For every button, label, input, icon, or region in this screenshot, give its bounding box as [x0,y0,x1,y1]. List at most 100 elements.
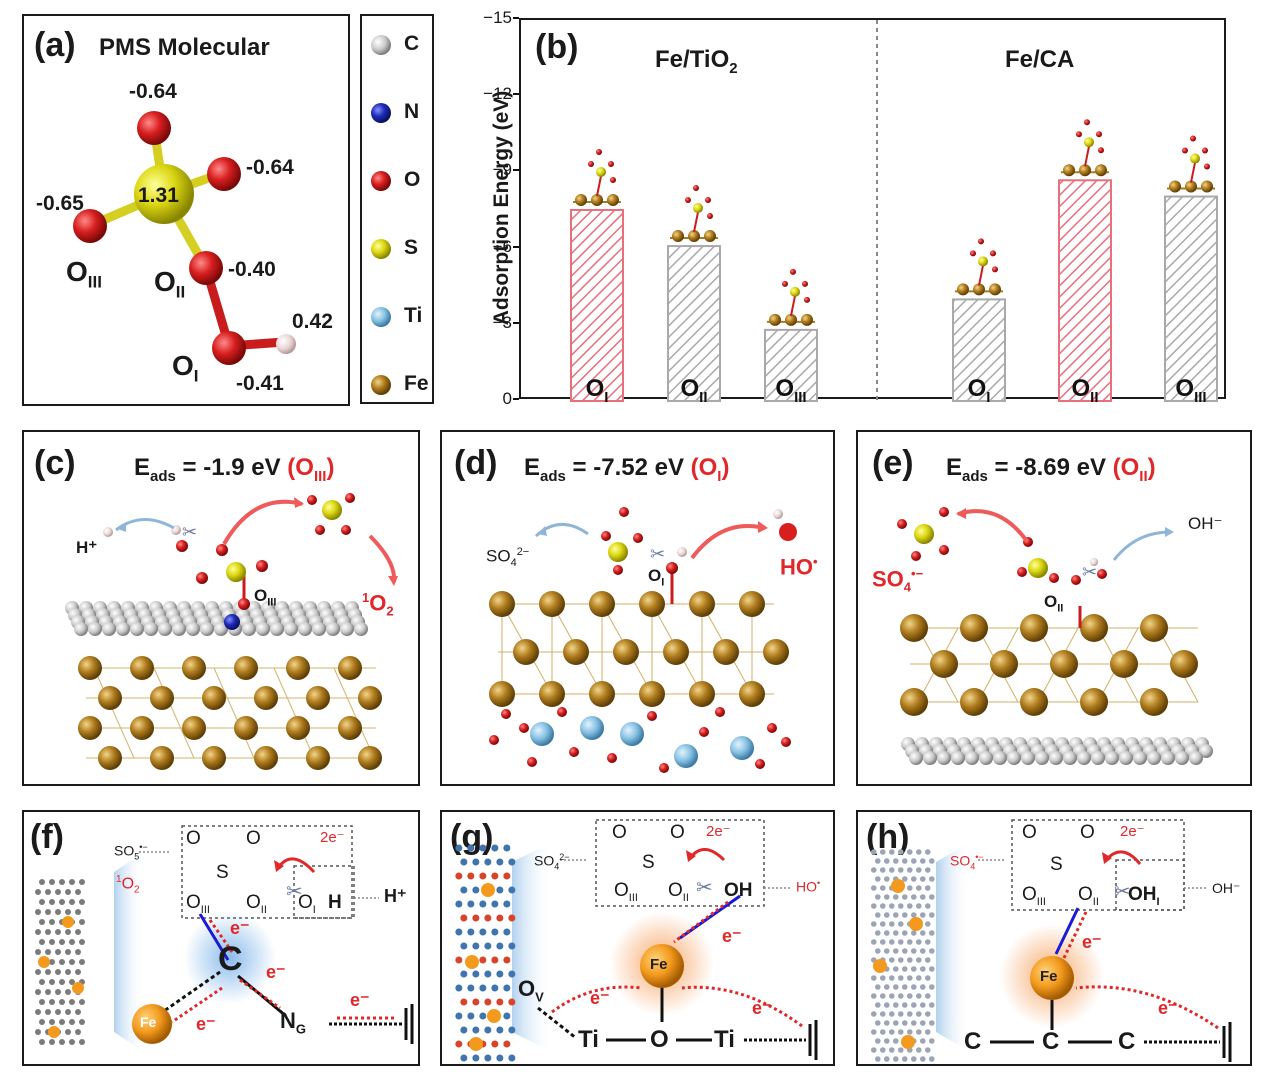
panel-c-label: (c) [34,444,76,482]
bar-label-3: OIII [775,375,806,406]
g-hydroxyl-radical: HO• [796,878,821,895]
legend-swatch-n [371,103,391,123]
svg-text:✂: ✂ [1082,562,1097,582]
legend-label-s: S [404,236,419,259]
atom-o-ii [189,251,223,285]
n-atom [224,614,240,630]
legend-item-ti: Ti [368,302,430,332]
g-fe: Fe [650,956,668,973]
f-electron-1: e⁻ [230,918,250,938]
panel-f: (f) ✂ SO5•− 1O2 O O S 2e⁻ O [22,810,420,1066]
d-sulfate: SO42− [486,546,530,570]
y-axis-label: Adsorption Energy (eV) [490,90,513,326]
h-two-e: 2e⁻ [1120,823,1145,840]
g-o-bridge: O [650,1026,669,1053]
group-right-title: Fe/CA [1005,46,1075,73]
charge-center: 1.31 [138,184,179,207]
c-o-site: OIII [254,586,277,609]
legend-item-s: S [368,234,430,264]
legend-label-fe: Fe [404,372,429,395]
panel-c-energy: Eads = -1.9 eV (OIII) [134,454,335,485]
f-o-iii: OIII [186,892,210,916]
f-sulfur: S [216,862,229,883]
h-o-top-right: O [1080,822,1095,843]
f-o-top-right: O [246,828,261,849]
charge-o-i: -0.41 [236,372,284,395]
label-o-i: OI [172,350,199,386]
bar-label-6: OIII [1175,375,1206,406]
panel-d-label: (d) [454,444,498,482]
bar-structure-icon-3 [767,268,815,326]
f-fe: Fe [140,1014,157,1030]
bar-3 [764,328,818,403]
h-c-left: C [964,1028,982,1055]
panel-e-label: (e) [872,444,914,482]
panel-e-energy: Eads = -8.69 eV (OII) [946,454,1156,485]
y-tick-1: −3 [492,312,512,332]
y-tick-mark-0 [513,398,519,400]
charge-top: -0.64 [129,80,177,103]
e-o-site: OII [1044,592,1064,615]
bar-chart-svg: OI OII OIII OI OII OIII [570,20,1218,406]
y-tick-mark-4 [513,93,519,96]
svg-text:✂: ✂ [286,881,303,903]
atom-h [276,334,296,354]
d-adsorbate: ✂ [534,507,797,604]
e-sulfate-radical: SO4•− [872,566,924,595]
f-h: H [328,892,342,913]
panel-e-structure: ✂ [897,507,1213,765]
g-o-iii: OIII [614,880,638,904]
f-h-plus: H⁺ [384,886,407,906]
h-o-iii: OIII [1022,884,1046,908]
svg-text:✂: ✂ [182,522,197,542]
legend-item-c: C [368,30,430,60]
h-electron-1: e⁻ [1082,932,1102,952]
panel-h-diagram: ✂ [870,819,1232,1062]
legend-item-n: N [368,98,430,128]
bar-label-2: OII [680,375,707,406]
c-h-plus: H⁺ [76,538,98,557]
d-hydroxyl-radical: HO• [780,554,818,580]
panel-h: (h) ✂ SO4•− O O S 2e⁻ OIII OII OHI OH⁻ F… [856,810,1252,1066]
svg-text:✂: ✂ [1114,881,1131,903]
bar-6 [1164,195,1218,402]
h-sulfur: S [1050,854,1063,875]
bar-structure-icon-5 [1061,119,1109,177]
f-electron-3: e⁻ [196,1014,216,1034]
panel-d-energy: Eads = -7.52 eV (OI) [524,454,730,485]
panel-b-chart: (b) Fe/TiO2 Fe/CA OI OII OIII OI OII OIII [519,18,1226,406]
f-singlet-oxygen: 1O2 [116,874,140,896]
g-o-top-left: O [612,822,627,843]
h-c-center: C [1042,1028,1060,1055]
group-left-title: Fe/TiO2 [655,46,738,77]
legend-swatch-s [371,239,391,259]
g-oh: OH [724,880,753,901]
e-oh-minus: OH⁻ [1188,514,1223,533]
c-singlet-oxygen: 1O2 [362,590,394,619]
legend-label-n: N [404,100,420,123]
panel-c: (c) Eads = -1.9 eV (OIII) ✂ [22,430,420,786]
h-oh: OHI [1128,884,1160,908]
g-electron-3: e⁻ [752,998,772,1018]
f-electron-2: e⁻ [266,962,286,982]
legend-swatch-c [371,35,391,55]
g-o-ii: OII [668,880,689,904]
f-electron-4: e⁻ [350,990,370,1010]
atom-o-top [137,111,171,145]
h-sulfate-radical: SO4•− [950,852,984,872]
y-tick-4: −12 [483,84,512,104]
f-o-i: OI [298,892,316,916]
panel-c-structure: ✂ [65,493,398,770]
d-o-site: OI [648,566,665,589]
bar-1 [570,208,624,402]
f-so5: SO5•− [114,842,148,862]
legend-item-o: O [368,166,430,196]
panel-d-structure: ✂ [489,507,797,773]
e-adsorbate: ✂ [897,507,1174,628]
panel-g-diagram: ✂ [455,819,818,1062]
bar-label-4: OI [968,375,991,406]
y-tick-2: −6 [492,236,512,256]
legend-label-o: O [404,168,421,191]
panel-f-label: (f) [30,818,64,856]
y-tick-5: −15 [483,8,512,27]
